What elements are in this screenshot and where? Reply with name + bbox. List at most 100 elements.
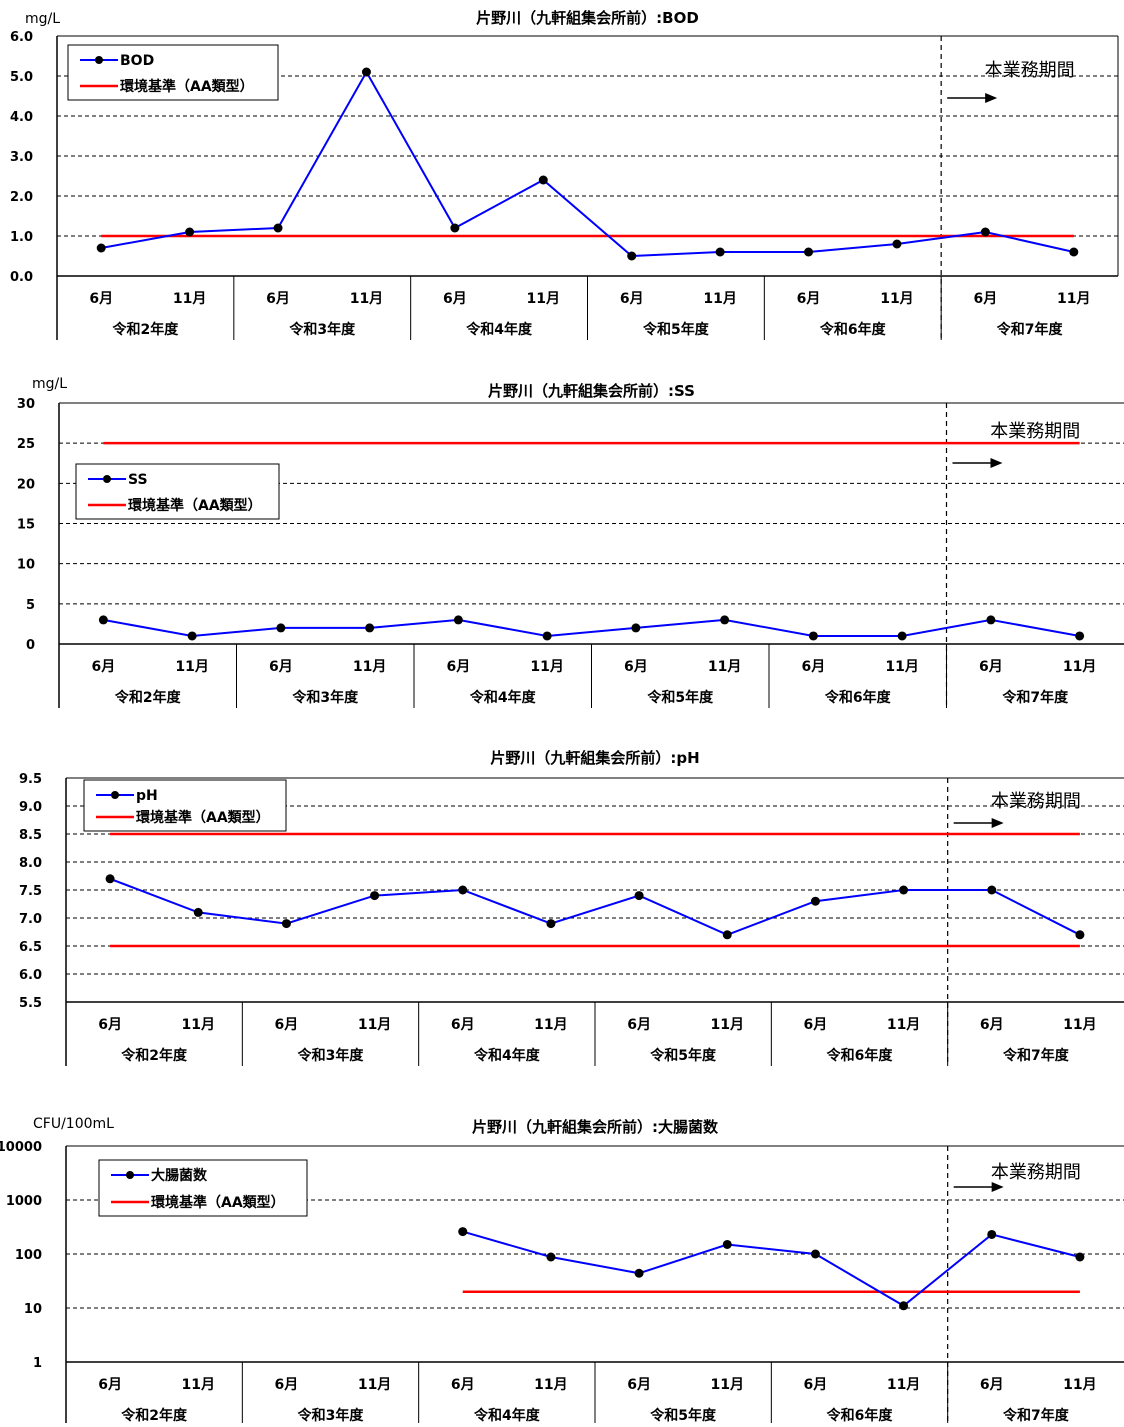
y-tick-label: 4.0 [10,110,33,125]
y-tick-label: 1.0 [10,230,33,245]
chart-title: 片野川（九軒組集会所前）:pH [490,749,699,767]
y-tick-label: 0 [26,638,35,653]
period-arrow-head [991,818,1004,828]
data-point [185,227,195,237]
period-label: 本業務期間 [991,1162,1081,1183]
data-point [720,615,730,625]
x-tick-label: 11月 [1063,1377,1096,1393]
x-group-label: 令和2年度 [112,321,180,338]
data-point [627,251,637,261]
chart-1: 片野川（九軒組集会所前）:BOD mg/L 0.0 1.0 2.0 3.0 4.0 5.0 6.… [10,9,1119,340]
y-axis-unit: mg/L [25,11,60,27]
data-point [458,885,468,895]
data-point [361,67,371,77]
data-point [193,907,203,917]
x-tick-label: 11月 [173,291,206,307]
x-tick-label: 6月 [92,659,116,675]
y-tick-label: 6.0 [19,968,42,983]
x-tick-label: 11月 [353,659,386,675]
x-group-label: 令和4年度 [465,321,533,338]
period-arrow-head [990,458,1003,468]
y-tick-label: 20 [17,477,35,492]
x-group-label: 令和3年度 [291,689,359,706]
data-point [808,631,818,641]
x-tick-label: 11月 [534,1377,567,1393]
x-tick-label: 11月 [182,1377,215,1393]
y-tick-label: 5.0 [10,70,33,85]
data-point [987,1229,997,1239]
legend-box [67,44,279,101]
y-tick-label: 8.5 [19,828,42,843]
data-point [187,631,197,641]
data-point [899,885,909,895]
x-tick-label: 6月 [627,1017,651,1033]
data-point [96,243,106,253]
x-tick-label: 11月 [708,659,741,675]
x-group-label: 令和6年度 [819,321,887,338]
x-group-label: 令和4年度 [473,1047,541,1064]
data-point [365,623,375,633]
x-tick-label: 6月 [624,659,648,675]
period-label: 本業務期間 [991,791,1081,812]
x-tick-label: 11月 [530,659,563,675]
x-group-label: 令和3年度 [297,1047,365,1064]
x-tick-label: 11月 [885,659,918,675]
y-tick-label: 5.5 [19,996,42,1011]
data-point [987,885,997,895]
y-tick-label: 25 [17,437,35,452]
x-tick-label: 11月 [175,659,208,675]
y-tick-label: 30 [17,397,35,412]
legend-series-label: SS [128,472,148,488]
x-group-label: 令和5年度 [649,1047,717,1064]
legend-series-label: 大腸菌数 [151,1167,208,1184]
data-point [899,1301,909,1311]
x-tick-label: 6月 [275,1377,299,1393]
series-line [103,618,1080,637]
x-group-label: 令和6年度 [826,1047,894,1064]
legend-series-label: pH [136,788,158,804]
legend: pH 環境基準（AA類型） [83,779,287,832]
x-tick-label: 11月 [182,1017,215,1033]
x-tick-label: 6月 [974,291,998,307]
x-tick-label: 11月 [711,1377,744,1393]
x-tick-label: 11月 [358,1377,391,1393]
x-tick-label: 11月 [358,1017,391,1033]
y-tick-label: 7.5 [19,884,42,899]
x-group-label: 令和4年度 [473,1407,541,1423]
legend-series-marker [126,1171,134,1179]
chart-2: 片野川（九軒組集会所前）:SS mg/L 0 5 10 15 20 25 30 6月 11月 6月 11… [17,376,1124,708]
data-point [634,891,644,901]
x-tick-label: 6月 [620,291,644,307]
legend-box [98,1159,308,1217]
y-tick-label: 6.0 [10,30,33,45]
data-point [458,1227,468,1237]
y-tick-label: 7.0 [19,912,42,927]
x-tick-label: 11月 [1057,291,1090,307]
data-point [453,615,463,625]
x-tick-label: 6月 [451,1377,475,1393]
period-arrow-head [985,93,998,103]
y-tick-label: 9.5 [19,772,42,787]
data-point [631,623,641,633]
x-tick-label: 11月 [350,291,383,307]
chart-title: 片野川（九軒組集会所前）:大腸菌数 [472,1118,719,1136]
x-tick-label: 6月 [266,291,290,307]
x-tick-label: 11月 [880,291,913,307]
data-point [281,919,291,929]
series-line [109,877,1081,936]
x-tick-label: 6月 [447,659,471,675]
legend: BOD 環境基準（AA類型） [67,44,279,101]
x-tick-label: 6月 [627,1377,651,1393]
x-tick-label: 6月 [804,1017,828,1033]
x-group-label: 令和7年度 [1002,1407,1070,1423]
data-point [546,1252,556,1262]
x-tick-label: 6月 [802,659,826,675]
legend-standard-label: 環境基準（AA類型） [151,1194,285,1211]
y-tick-label: 2.0 [10,190,33,205]
series-line [462,1230,1081,1307]
data-point [1069,247,1079,257]
x-tick-label: 11月 [887,1377,920,1393]
y-tick-label: 1 [33,1356,42,1371]
